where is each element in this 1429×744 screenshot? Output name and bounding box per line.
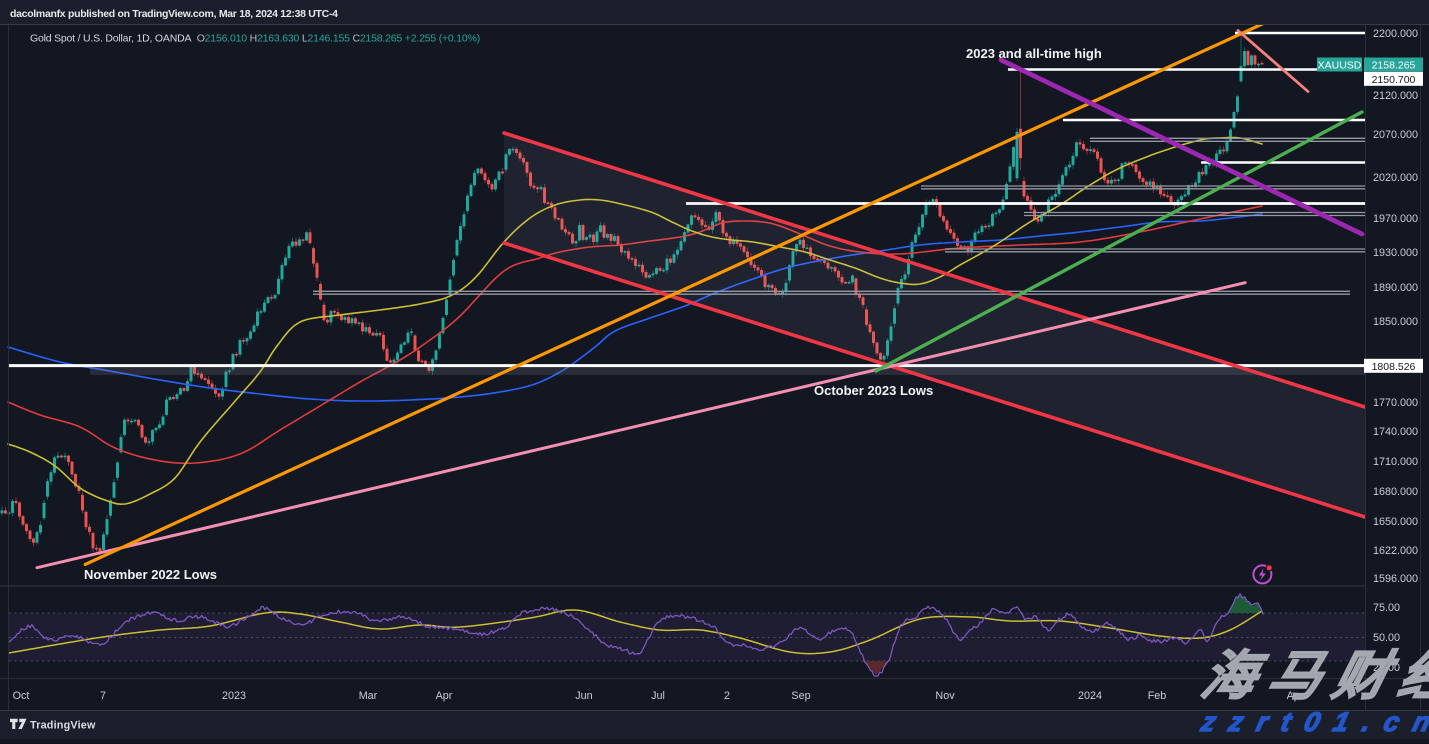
svg-text:2: 2 — [724, 690, 730, 702]
svg-text:Sep: Sep — [791, 690, 810, 702]
svg-text:2150.700: 2150.700 — [1372, 74, 1416, 86]
svg-text:2120.000: 2120.000 — [1373, 90, 1418, 102]
svg-text:Apr: Apr — [1287, 690, 1304, 702]
svg-text:50.00: 50.00 — [1373, 632, 1400, 644]
svg-text:Oct: Oct — [13, 690, 30, 702]
svg-text:1650.000: 1650.000 — [1373, 516, 1418, 528]
svg-text:dacolmanfx published on Tradin: dacolmanfx published on TradingView.com,… — [10, 8, 338, 20]
svg-text:1890.000: 1890.000 — [1373, 282, 1418, 294]
svg-text:2020.000: 2020.000 — [1373, 172, 1418, 184]
svg-text:1970.000: 1970.000 — [1373, 213, 1418, 225]
svg-text:2023: 2023 — [222, 690, 246, 702]
svg-text:1710.000: 1710.000 — [1373, 456, 1418, 468]
svg-text:1740.000: 1740.000 — [1373, 426, 1418, 438]
svg-text:2070.000: 2070.000 — [1373, 129, 1418, 141]
svg-text:1850.000: 1850.000 — [1373, 316, 1418, 328]
svg-text:Apr: Apr — [436, 690, 453, 702]
svg-text:November 2022 Lows: November 2022 Lows — [84, 567, 217, 582]
svg-text:z z r t 0 1 . c n: z z r t 0 1 . c n — [1197, 706, 1429, 737]
svg-text:Mar: Mar — [359, 690, 378, 702]
svg-text:XAUUSD: XAUUSD — [1318, 60, 1362, 72]
svg-text:75.00: 75.00 — [1373, 602, 1400, 614]
svg-text:2024: 2024 — [1078, 690, 1102, 702]
svg-text:1622.000: 1622.000 — [1373, 545, 1418, 557]
svg-text:Jun: Jun — [575, 690, 592, 702]
svg-text:1808.526: 1808.526 — [1372, 361, 1416, 373]
svg-text:TradingView: TradingView — [30, 720, 96, 732]
svg-text:25.00: 25.00 — [1373, 662, 1400, 674]
svg-text:7: 7 — [100, 690, 106, 702]
svg-text:2023 and all-time high: 2023 and all-time high — [966, 46, 1102, 61]
svg-text:1770.000: 1770.000 — [1373, 397, 1418, 409]
svg-text:1930.000: 1930.000 — [1373, 247, 1418, 259]
svg-text:Feb: Feb — [1148, 690, 1167, 702]
svg-text:Gold Spot / U.S. Dollar, 1D, O: Gold Spot / U.S. Dollar, 1D, OANDA O2156… — [30, 33, 480, 45]
svg-text:1596.000: 1596.000 — [1373, 573, 1418, 585]
svg-text:October 2023 Lows: October 2023 Lows — [814, 383, 933, 398]
svg-text:Jul: Jul — [651, 690, 665, 702]
svg-text:2200.000: 2200.000 — [1373, 28, 1418, 40]
svg-text:2158.265: 2158.265 — [1372, 60, 1416, 72]
svg-text:Nov: Nov — [935, 690, 955, 702]
svg-text:1680.000: 1680.000 — [1373, 486, 1418, 498]
